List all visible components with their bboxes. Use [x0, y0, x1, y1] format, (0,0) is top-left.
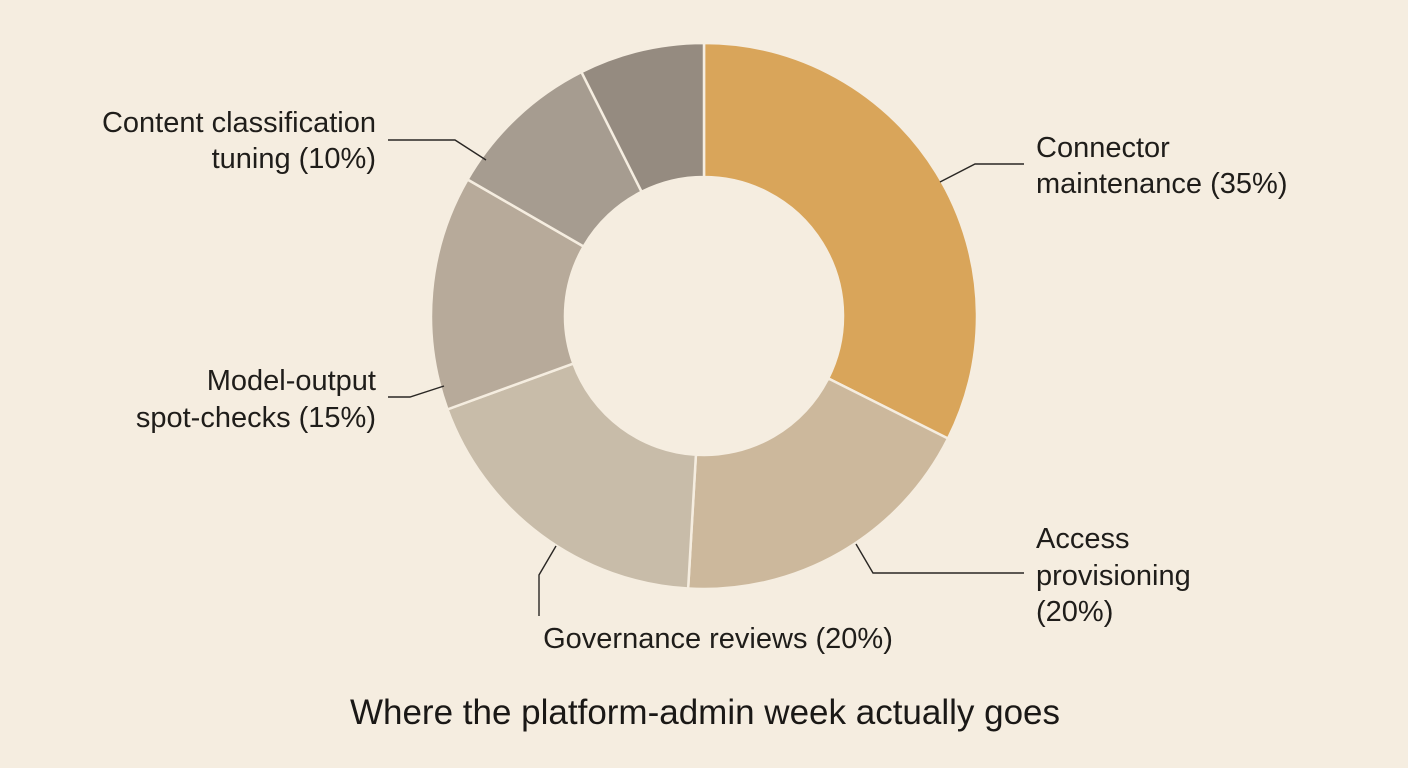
slice-model-output-spot-checks	[429, 177, 586, 411]
leader-line-access-provisioning	[855, 543, 1024, 574]
slice-labels: Connector maintenance (35%) Access provisio…	[102, 107, 1288, 655]
leader-line-content-classification-tuning	[388, 139, 487, 161]
leader-line-connector-maintenance	[939, 163, 1024, 183]
slice-label-content-classification-tuning: Content classification tuning (10%)	[102, 107, 376, 175]
leader-lines	[388, 139, 1024, 616]
donut-slices	[429, 41, 979, 591]
slice-label-governance-reviews: Governance reviews (20%)	[543, 623, 893, 655]
slice-label-connector-maintenance: Connector maintenance (35%)	[1036, 132, 1287, 200]
slice-unlabeled	[579, 41, 706, 194]
slice-connector-maintenance	[702, 41, 979, 441]
chart-title: Where the platform-admin week actually g…	[350, 693, 1060, 732]
slice-access-provisioning	[686, 376, 950, 591]
leader-line-model-output-spot-checks	[388, 385, 445, 398]
slice-label-access-provisioning: Access provisioning (20%)	[1036, 523, 1191, 628]
slice-governance-reviews	[445, 361, 698, 590]
slice-label-model-output-spot-checks: Model-output spot-checks (15%)	[136, 365, 376, 434]
leader-line-governance-reviews	[538, 545, 557, 616]
